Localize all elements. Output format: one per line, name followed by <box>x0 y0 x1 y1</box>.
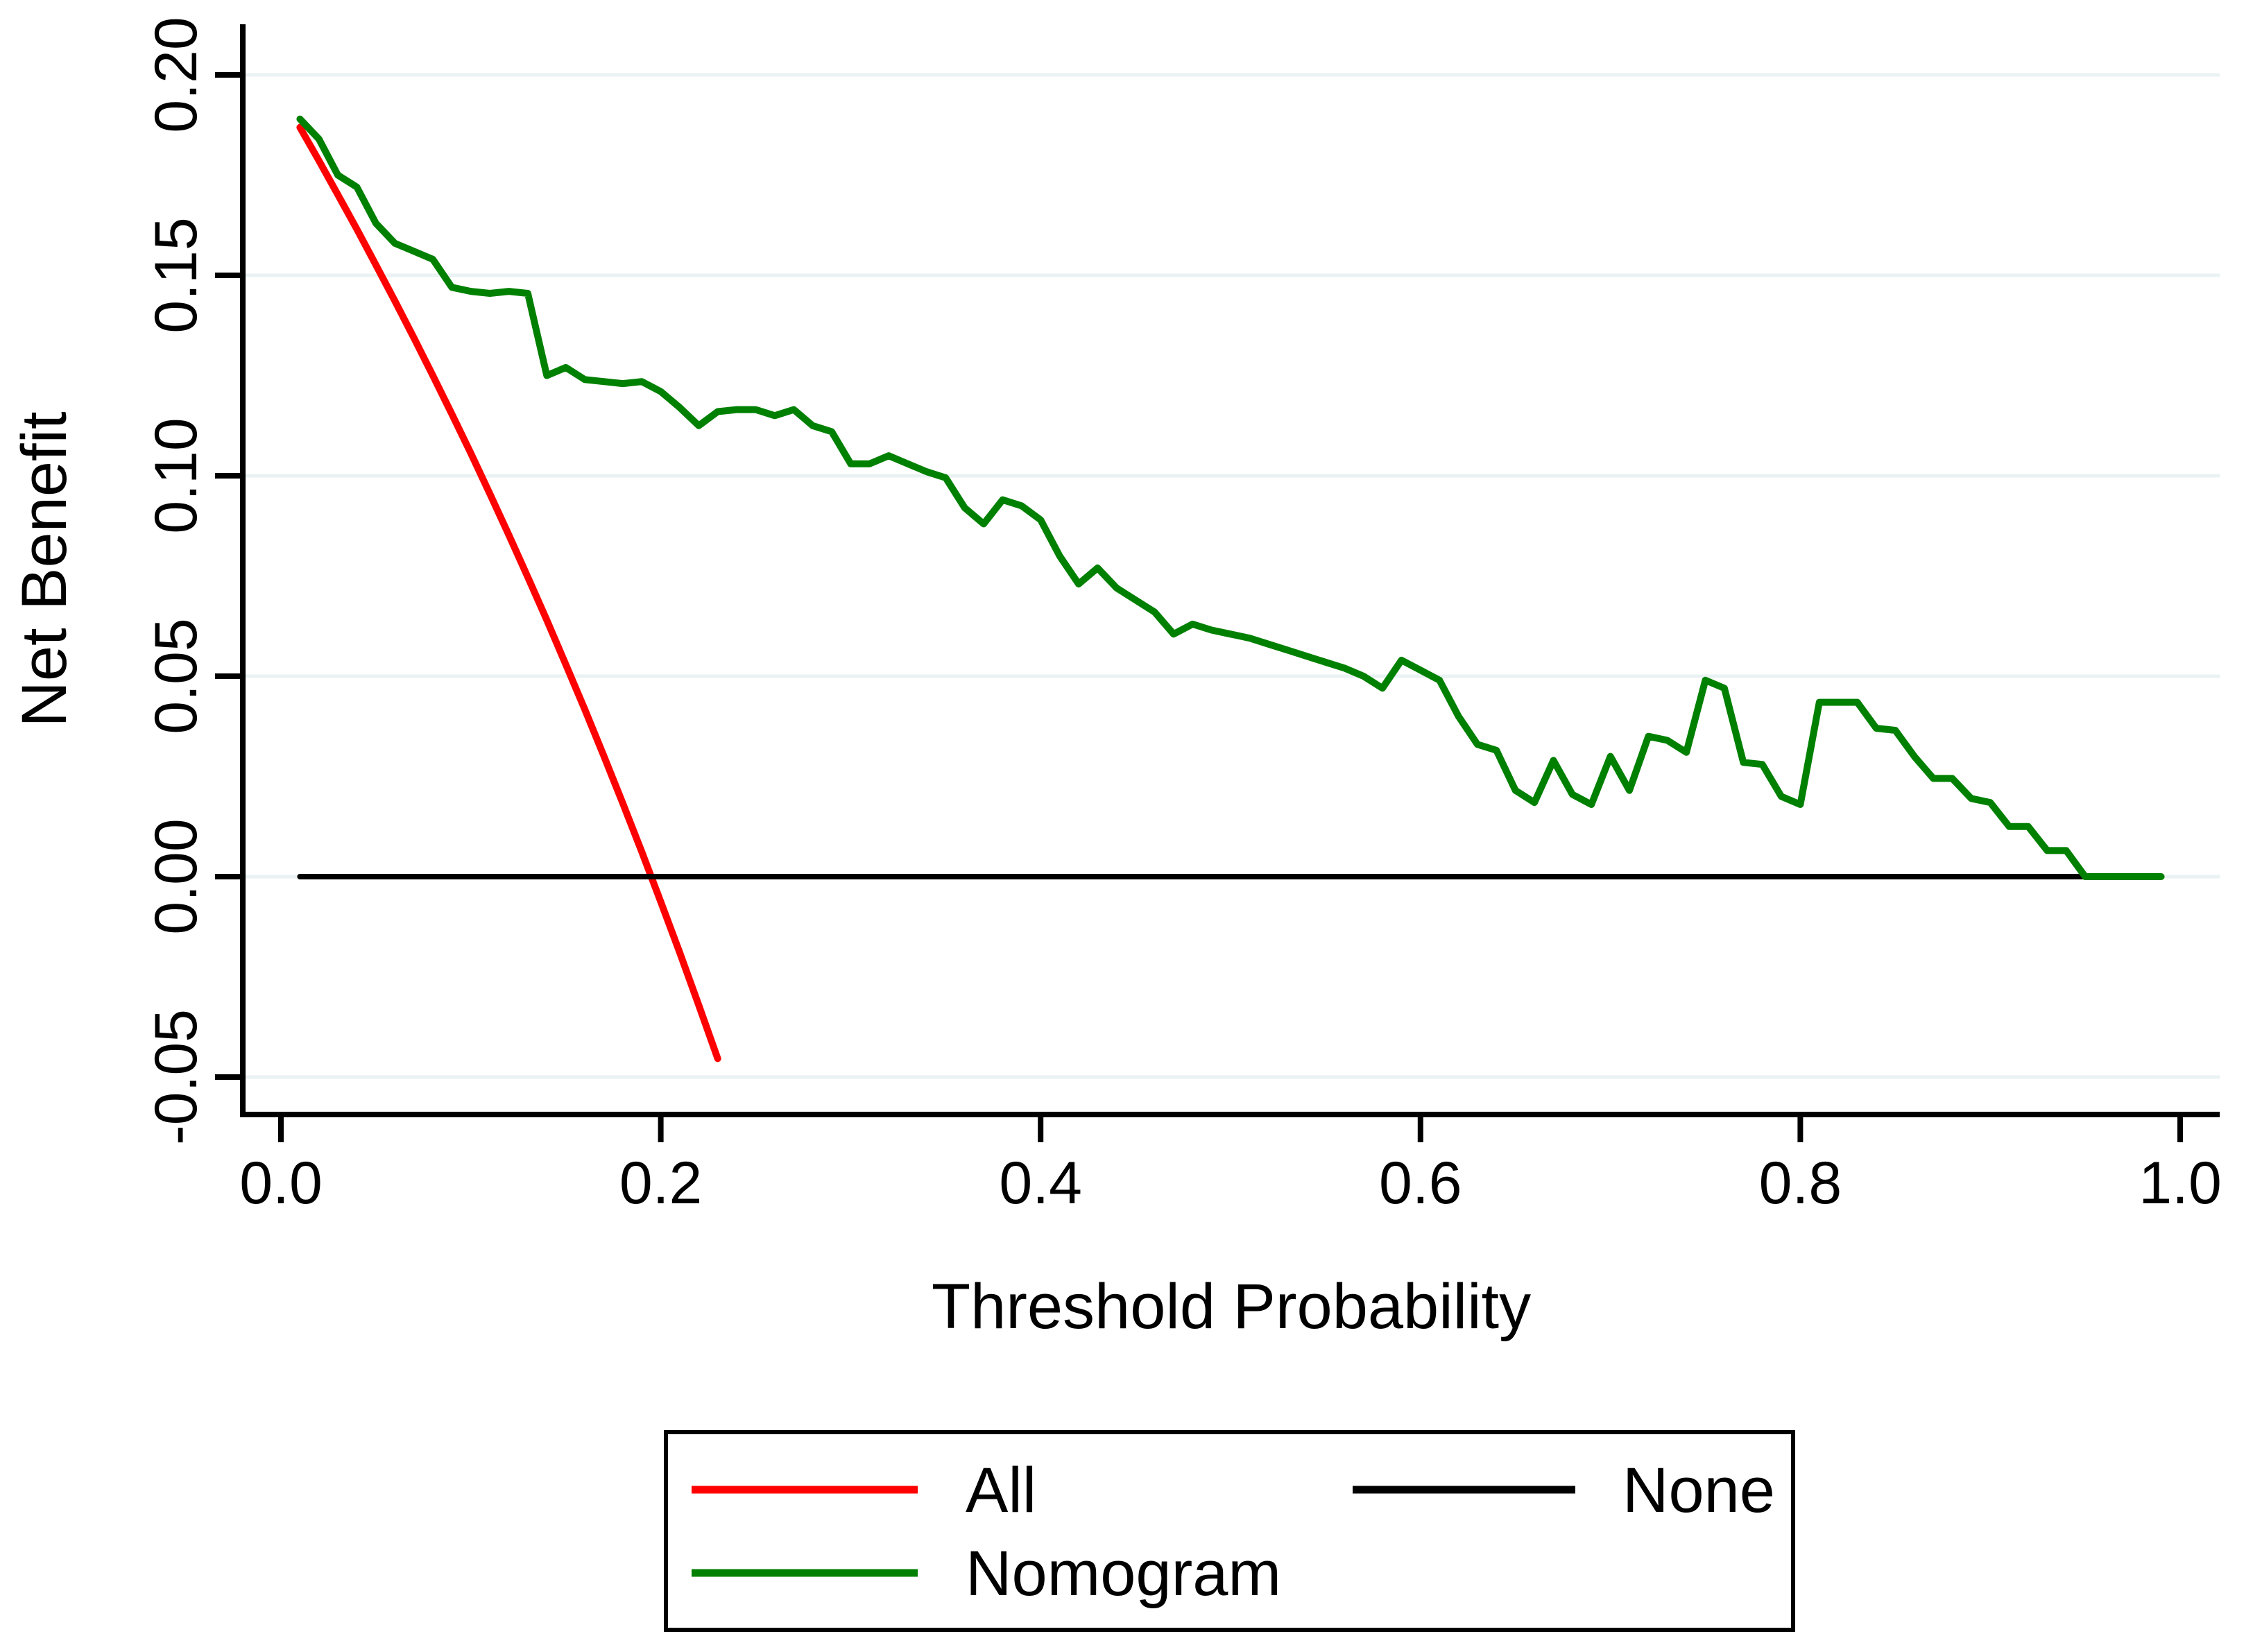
y-axis-title: Net Benefit <box>9 411 80 727</box>
y-tick-label-0.15: 0.15 <box>143 217 209 333</box>
x-tick-label-1: 1.0 <box>2139 1150 2222 1216</box>
x-tick-label-0: 0.0 <box>239 1150 323 1216</box>
legend-label-all: All <box>966 1455 1036 1526</box>
legend-label-nomogram: Nomogram <box>966 1538 1281 1609</box>
tick-labels: -0.05 0.00 0.05 0.10 0.15 0.20 0.0 0.2 0.4 0.6 0.8… <box>143 17 2222 1216</box>
y-tick-label-0: 0.00 <box>143 818 209 934</box>
axes <box>240 24 2220 1117</box>
legend: All None Nomogram <box>664 1430 1795 1632</box>
x-axis-title: Threshold Probability <box>932 1271 1531 1342</box>
gridlines <box>243 73 2220 1079</box>
y-tick-label-0.2: 0.20 <box>143 17 209 132</box>
legend-box <box>664 1430 1795 1632</box>
y-tick-label-0.1: 0.10 <box>143 418 209 533</box>
x-tick-label-0.2: 0.2 <box>619 1150 703 1216</box>
y-tick-label-0.05: 0.05 <box>143 618 209 734</box>
series-lines <box>296 115 2165 1062</box>
x-tick-label-0.6: 0.6 <box>1379 1150 1462 1216</box>
y-tick-label--0.05: -0.05 <box>143 1009 209 1145</box>
series-line-nomogram <box>296 115 2165 880</box>
legend-label-none: None <box>1622 1455 1775 1526</box>
series-line-all <box>296 123 721 1062</box>
tick-marks <box>215 72 2183 1142</box>
x-tick-label-0.4: 0.4 <box>999 1150 1082 1216</box>
x-tick-label-0.8: 0.8 <box>1759 1150 1842 1216</box>
